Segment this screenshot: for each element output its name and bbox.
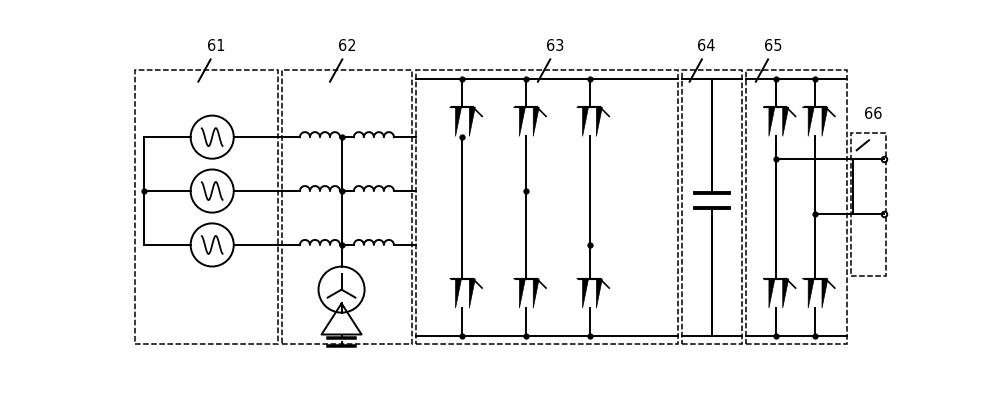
Text: 63: 63	[546, 39, 564, 54]
Polygon shape	[450, 279, 461, 308]
Polygon shape	[590, 279, 602, 308]
Polygon shape	[763, 107, 775, 136]
Bar	[746, 70, 847, 343]
Polygon shape	[527, 107, 539, 136]
Text: 61: 61	[207, 39, 225, 54]
Polygon shape	[763, 279, 775, 308]
Bar	[682, 70, 742, 343]
Polygon shape	[777, 279, 789, 308]
Text: 66: 66	[864, 107, 882, 122]
Polygon shape	[816, 107, 828, 136]
Polygon shape	[463, 107, 475, 136]
Polygon shape	[802, 279, 814, 308]
Polygon shape	[816, 279, 828, 308]
Bar	[135, 70, 278, 343]
Polygon shape	[577, 107, 589, 136]
Text: 65: 65	[764, 39, 782, 54]
Bar	[282, 70, 412, 343]
Text: 64: 64	[697, 39, 716, 54]
Polygon shape	[802, 107, 814, 136]
Polygon shape	[514, 107, 525, 136]
Polygon shape	[777, 107, 789, 136]
Polygon shape	[514, 279, 525, 308]
Bar	[416, 70, 678, 343]
Polygon shape	[463, 279, 475, 308]
Polygon shape	[527, 279, 539, 308]
Bar	[851, 133, 886, 276]
Polygon shape	[590, 107, 602, 136]
Text: 62: 62	[338, 39, 356, 54]
Polygon shape	[450, 107, 461, 136]
Polygon shape	[577, 279, 589, 308]
